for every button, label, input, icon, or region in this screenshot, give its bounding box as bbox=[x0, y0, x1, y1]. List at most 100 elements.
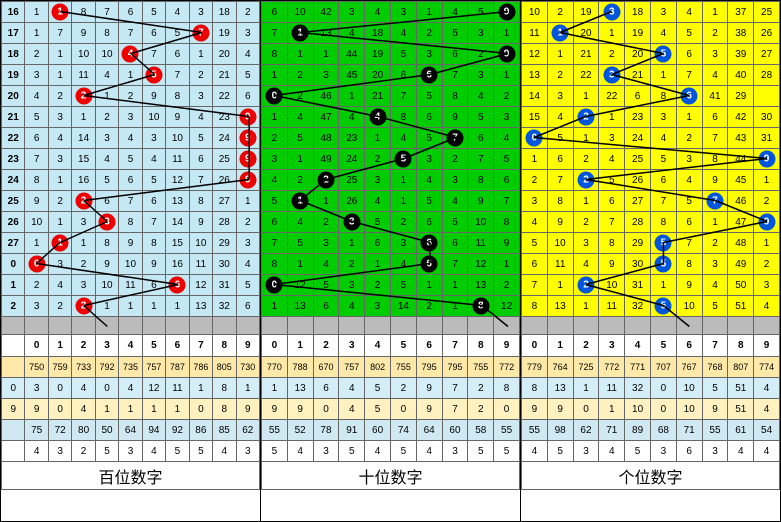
data-row: 813111325105514 bbox=[522, 296, 780, 317]
cell: 5 bbox=[650, 233, 676, 254]
cell: 5 bbox=[365, 212, 391, 233]
cell: 4 bbox=[48, 275, 71, 296]
summary-cell: 764 bbox=[547, 357, 573, 378]
cell: 1 bbox=[72, 107, 95, 128]
digit-header-cell: 4 bbox=[119, 335, 142, 357]
cell: 1 bbox=[390, 170, 416, 191]
cell: 5 bbox=[236, 275, 259, 296]
trend-ball: 5 bbox=[655, 256, 672, 273]
cell: 2 bbox=[547, 2, 573, 23]
summary-cell: 3 bbox=[119, 441, 142, 462]
data-row: 024612175842 bbox=[262, 86, 520, 107]
cell: 3 bbox=[468, 23, 494, 44]
summary-cell: 730 bbox=[236, 357, 259, 378]
cell: 7 bbox=[262, 23, 288, 44]
cell: 13 bbox=[547, 296, 573, 317]
cell: 5 bbox=[287, 233, 313, 254]
cell: 1 bbox=[754, 233, 780, 254]
summary-cell: 4 bbox=[728, 441, 754, 462]
cell: 14 bbox=[72, 128, 95, 149]
cell: 49 bbox=[728, 254, 754, 275]
cell: 1 bbox=[442, 296, 468, 317]
cell: 2 bbox=[236, 2, 259, 23]
cell: 2 bbox=[365, 275, 391, 296]
cell: 18 bbox=[213, 2, 236, 23]
cell: 5 bbox=[650, 296, 676, 317]
summary-row: 4534536344 bbox=[522, 441, 780, 462]
cell: 6 bbox=[142, 191, 165, 212]
cell: 3 bbox=[702, 254, 728, 275]
summary-cell: 9 bbox=[262, 399, 288, 420]
cell: 2 bbox=[547, 65, 573, 86]
cell: 1 bbox=[25, 23, 48, 44]
summary-cell: 4 bbox=[754, 441, 780, 462]
summary-cell: 89 bbox=[625, 420, 651, 441]
cell: 4 bbox=[339, 23, 365, 44]
cell: 13 bbox=[522, 65, 548, 86]
cell: 2 bbox=[72, 254, 95, 275]
trend-ball: 5 bbox=[655, 298, 672, 315]
cell: 21 bbox=[213, 65, 236, 86]
cell: 5 bbox=[650, 44, 676, 65]
summary-cell: 4 bbox=[416, 441, 442, 462]
hundreds-panel: 1611876543182171798765719318211010476120… bbox=[1, 1, 261, 521]
cell: 2 bbox=[573, 212, 599, 233]
spacer-cell bbox=[236, 317, 259, 335]
summary-cell: 795 bbox=[416, 357, 442, 378]
data-row: 1611876543182 bbox=[2, 2, 260, 23]
trend-ball: 9 bbox=[239, 130, 256, 147]
cell: 5 bbox=[142, 65, 165, 86]
summary-cell: 3 bbox=[650, 441, 676, 462]
digit-header: 0123456789 bbox=[262, 335, 520, 357]
summary-cell: 80 bbox=[72, 420, 95, 441]
cell: 6 bbox=[236, 86, 259, 107]
data-row: 102193183413725 bbox=[522, 2, 780, 23]
data-row: 25922676138271 bbox=[2, 191, 260, 212]
cell: 5 bbox=[142, 170, 165, 191]
cell: 7 bbox=[468, 149, 494, 170]
summary-cell: 92 bbox=[166, 420, 189, 441]
cell: 4 bbox=[48, 128, 71, 149]
summary-cell: 5 bbox=[702, 378, 728, 399]
cell: 5 bbox=[189, 128, 212, 149]
data-row: 1431226864129 bbox=[522, 86, 780, 107]
spacer-cell bbox=[72, 317, 95, 335]
cell: 8 bbox=[262, 44, 288, 65]
cell: 7 bbox=[390, 86, 416, 107]
data-row: 226414343105249 bbox=[2, 128, 260, 149]
summary-cell: 91 bbox=[339, 420, 365, 441]
cell: 12 bbox=[287, 275, 313, 296]
cell: 2 bbox=[754, 254, 780, 275]
cell: 11 bbox=[547, 254, 573, 275]
cell: 3 bbox=[262, 149, 288, 170]
summary-cell: 62 bbox=[236, 420, 259, 441]
cell: 3 bbox=[48, 149, 71, 170]
cell: 7 bbox=[676, 65, 702, 86]
summary-row: 4325345543 bbox=[2, 441, 260, 462]
summary-cell: 10 bbox=[625, 399, 651, 420]
cell: 9 bbox=[236, 107, 259, 128]
cell: 3 bbox=[119, 107, 142, 128]
trend-ball: 5 bbox=[655, 235, 672, 252]
trend-ball: 1 bbox=[52, 235, 69, 252]
summary-cell: 1 bbox=[189, 378, 212, 399]
cell: 4 bbox=[287, 107, 313, 128]
summary-cell: 62 bbox=[573, 420, 599, 441]
cell: 6 bbox=[416, 65, 442, 86]
cell: 9 bbox=[754, 212, 780, 233]
cell: 5 bbox=[416, 86, 442, 107]
data-row: 124310116612315 bbox=[2, 275, 260, 296]
cell: 2 bbox=[95, 107, 118, 128]
summary-cell: 2 bbox=[468, 378, 494, 399]
digit-header-cell: 6 bbox=[676, 335, 702, 357]
cell: 5 bbox=[468, 2, 494, 23]
cell: 27 bbox=[213, 191, 236, 212]
cell: 4 bbox=[313, 254, 339, 275]
cell: 14 bbox=[166, 212, 189, 233]
cell: 5 bbox=[676, 23, 702, 44]
panel-title: 个位数字 bbox=[522, 462, 780, 490]
cell: 2 bbox=[416, 23, 442, 44]
cell: 2 bbox=[442, 149, 468, 170]
cell: 6 bbox=[365, 233, 391, 254]
cell: 9 bbox=[494, 233, 520, 254]
